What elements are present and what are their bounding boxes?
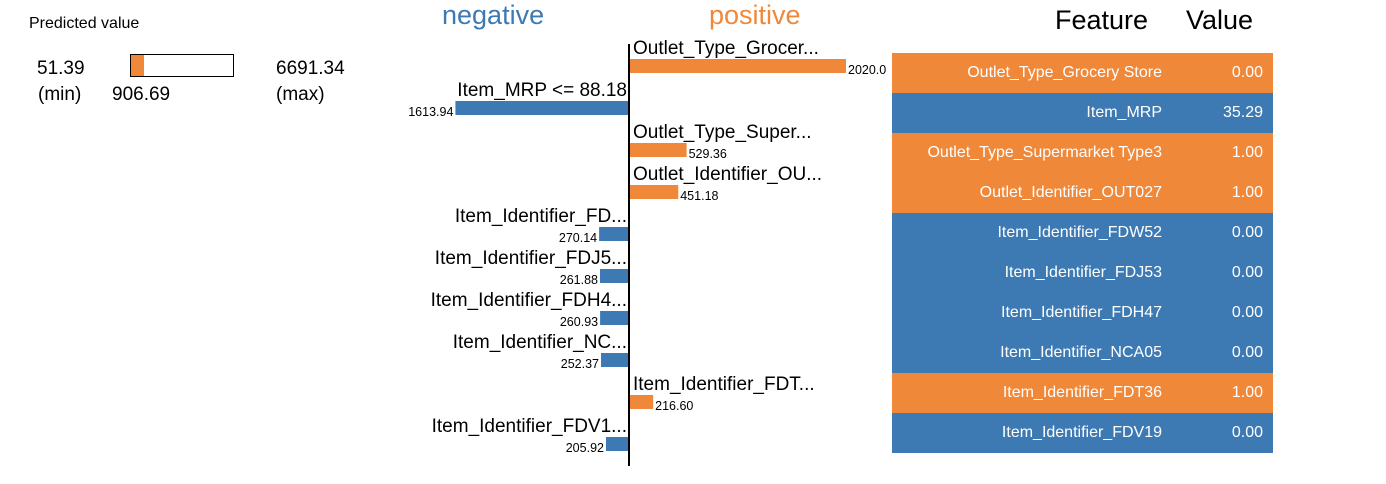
table-cell-feature: Item_Identifier_FDJ53	[1004, 264, 1162, 281]
table-row: Item_Identifier_FDW52 0.00	[892, 213, 1273, 253]
predicted-min-label: (min)	[38, 84, 82, 105]
table-cell-value: 0.00	[1231, 344, 1263, 361]
predicted-value-bar	[130, 54, 234, 77]
bar-4	[599, 227, 628, 241]
bar-label-8: Item_Identifier_FDT...	[633, 374, 815, 395]
bar-label-5: Item_Identifier_FDJ5...	[435, 248, 627, 269]
bar-label-6: Item_Identifier_FDH4...	[431, 290, 627, 311]
bar-2	[630, 143, 687, 157]
bar-value-label-7: 252.37	[561, 357, 599, 371]
table-cell-value: 0.00	[1231, 264, 1263, 281]
predicted-value-title: Predicted value	[29, 15, 140, 32]
table-header-value: Value	[1186, 5, 1254, 35]
table-cell-feature: Item_Identifier_FDW52	[997, 224, 1162, 241]
bar-6	[600, 311, 628, 325]
table-cell-value: 35.29	[1222, 104, 1263, 121]
table-cell-value: 0.00	[1231, 304, 1263, 321]
table-row: Outlet_Identifier_OUT027 1.00	[892, 173, 1273, 213]
bar-label-4: Item_Identifier_FD...	[455, 206, 627, 227]
bar-value-label-9: 205.92	[566, 441, 604, 455]
bar-7	[601, 353, 628, 367]
table-row: Item_Identifier_FDT36 1.00	[892, 373, 1273, 413]
bar-value-label-3: 451.18	[680, 189, 718, 203]
table-header-feature: Feature	[1055, 5, 1149, 35]
table-cell-value: 1.00	[1231, 184, 1263, 201]
predicted-min-value: 51.39	[37, 58, 85, 79]
table-cell-feature: Item_MRP	[1086, 104, 1162, 121]
bar-value-label-0: 2020.0	[848, 63, 886, 77]
table-row: Item_Identifier_FDH47 0.00	[892, 293, 1273, 333]
bar-value-label-6: 260.93	[560, 315, 598, 329]
bar-label-2: Outlet_Type_Super...	[633, 122, 812, 143]
table-cell-feature: Item_Identifier_NCA05	[1000, 344, 1162, 361]
bar-value-label-8: 216.60	[655, 399, 693, 413]
table-cell-value: 0.00	[1231, 224, 1263, 241]
predicted-value: 906.69	[112, 84, 171, 105]
contribution-chart: Outlet_Type_Grocer... 2020.0 Item_MRP <= 8…	[408, 38, 886, 466]
table-cell-feature: Item_Identifier_FDV19	[1001, 424, 1162, 441]
negative-header: negative	[442, 0, 545, 30]
bar-value-label-4: 270.14	[559, 231, 597, 245]
bar-value-label-1: 1613.94	[408, 105, 453, 119]
table-row: Outlet_Type_Supermarket Type3 1.00	[892, 133, 1273, 173]
feature-table: Outlet_Type_Grocery Store 0.00 Item_MRP 35.…	[892, 53, 1273, 453]
bar-label-3: Outlet_Identifier_OU...	[633, 164, 822, 185]
predicted-max-label: (max)	[276, 84, 325, 105]
table-row: Outlet_Type_Grocery Store 0.00	[892, 53, 1273, 93]
table-row: Item_Identifier_FDV19 0.00	[892, 413, 1273, 453]
positive-header: positive	[709, 0, 801, 30]
bar-label-1: Item_MRP <= 88.18	[457, 80, 627, 101]
table-cell-value: 0.00	[1231, 64, 1263, 81]
bar-value-label-5: 261.88	[560, 273, 598, 287]
bar-value-label-2: 529.36	[689, 147, 727, 161]
bar-label-0: Outlet_Type_Grocer...	[633, 38, 819, 59]
predicted-max-value: 6691.34	[276, 58, 345, 79]
bar-9	[605, 437, 628, 451]
bar-3	[630, 185, 679, 199]
table-cell-feature: Item_Identifier_FDH47	[1001, 304, 1162, 321]
table-row: Item_Identifier_FDJ53 0.00	[892, 253, 1273, 293]
table-row: Item_MRP 35.29	[892, 93, 1273, 133]
table-cell-value: 1.00	[1231, 144, 1263, 161]
bar-1	[455, 101, 628, 115]
table-cell-feature: Item_Identifier_FDT36	[1002, 384, 1162, 401]
table-cell-value: 0.00	[1231, 424, 1263, 441]
bar-8	[630, 395, 654, 409]
bar-5	[599, 269, 628, 283]
table-cell-value: 1.00	[1231, 384, 1263, 401]
table-row: Item_Identifier_NCA05 0.00	[892, 333, 1273, 373]
bar-label-9: Item_Identifier_FDV1...	[432, 416, 627, 437]
predicted-value-bar-fill	[131, 55, 145, 76]
bar-label-7: Item_Identifier_NC...	[453, 332, 627, 353]
table-cell-feature: Outlet_Identifier_OUT027	[979, 184, 1162, 201]
table-cell-feature: Outlet_Type_Grocery Store	[967, 64, 1162, 81]
bar-0	[630, 59, 846, 73]
table-cell-feature: Outlet_Type_Supermarket Type3	[927, 144, 1162, 161]
